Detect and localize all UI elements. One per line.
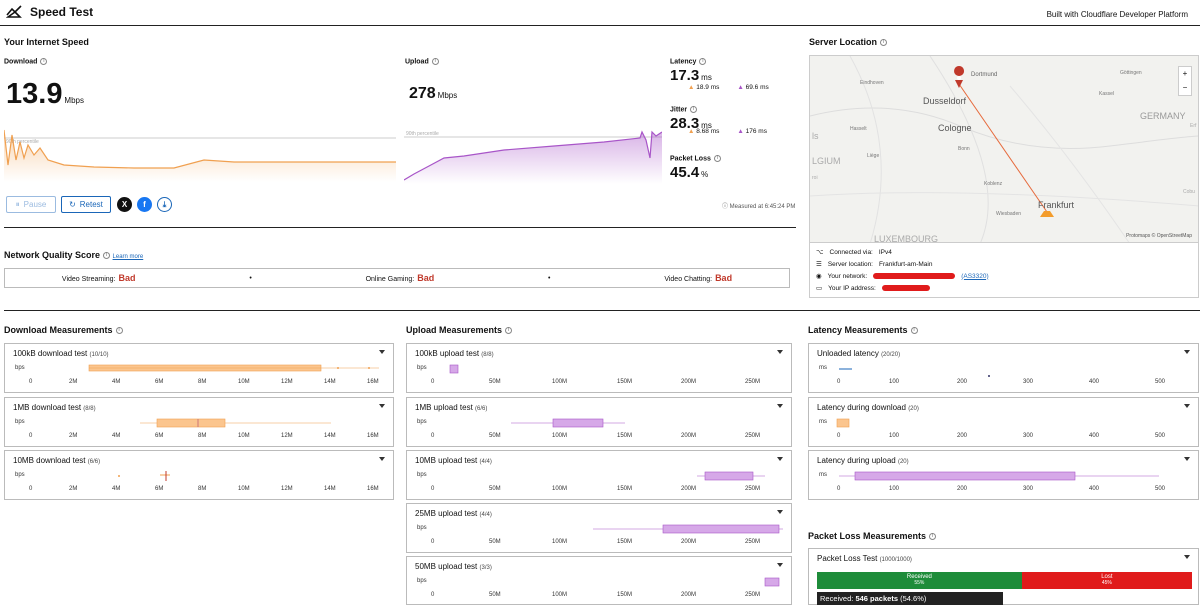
download-test-card[interactable]: 10MB download test (6/6) bps 0 2M 4M 6M 8M 10… (4, 450, 394, 500)
latency-test-card[interactable]: Latency during download (20) ms 0 100 200 3… (808, 397, 1199, 447)
asn-link[interactable]: (AS3320) (961, 272, 989, 280)
network-icon: ⌥ (816, 249, 824, 256)
latency-test-card[interactable]: Unloaded latency (20/20) ms 0 100 200 300 40… (808, 343, 1199, 393)
server-location-row: ☰ Server location: Frankfurt-am-Main (816, 260, 933, 269)
speedtest-logo-icon (6, 5, 22, 18)
upload-test-card[interactable]: 100kB upload test (8/8) bps 0 50M 100M 150M… (406, 343, 792, 393)
info-icon[interactable]: i (929, 533, 937, 541)
network-row: ◉ Your network: (AS3320) (816, 272, 989, 281)
pin-icon: ◉ (816, 273, 822, 280)
upload-line (404, 130, 662, 181)
app-header: Speed Test Built with Cloudflare Develop… (0, 0, 1200, 26)
upload-speed-graph: 90th percentile (404, 130, 662, 184)
built-with-text: Built with Cloudflare Developer Platform (1046, 10, 1188, 19)
pause-button[interactable]: ⏸ Pause (6, 196, 56, 213)
divider (4, 310, 1200, 311)
download-measurements-title: Download Measurements i (4, 325, 123, 335)
connected-via-row: ⌥ Connected via: IPv4 (816, 248, 892, 257)
learn-more-link[interactable]: Learn more (112, 254, 144, 260)
received-segment: Received 55% (817, 572, 1022, 589)
jitter-block: Jitter i 28.3 ms ▲ 8.68 ms ▲ 176 ms (670, 106, 767, 136)
separator-dot: • (249, 274, 252, 282)
packet-loss-bar: Received 55% Lost 45% (817, 572, 1192, 589)
download-test-card[interactable]: 1MB download test (8/8) bps 0 2M 4M 6M 8M 10M… (4, 397, 394, 447)
download-area (4, 130, 396, 182)
info-icon[interactable]: i (505, 327, 513, 335)
upload-measurements-title: Upload Measurements i (406, 325, 513, 335)
latency-test-card[interactable]: Latency during upload (20) ms 0 100 200 300… (808, 450, 1199, 500)
redacted-network (873, 273, 956, 279)
route-line (958, 83, 1048, 213)
upload-arrow-icon: ▲ (737, 84, 744, 92)
server-map[interactable]: Dortmund Eindhoven Dusseldorf Cologne Ha… (809, 55, 1199, 243)
svg-text:90th percentile: 90th percentile (406, 131, 439, 137)
zoom-out-button[interactable]: − (1182, 83, 1188, 92)
download-label: Download i (4, 58, 48, 65)
info-icon[interactable]: i (690, 106, 698, 113)
download-results-icon[interactable]: ⤓ (157, 197, 172, 212)
info-icon[interactable]: i (103, 252, 111, 260)
download-arrow-icon: ▲ (688, 84, 695, 92)
divider (4, 227, 796, 228)
download-speed-graph: 90th percentile (4, 129, 396, 182)
facebook-share-icon[interactable]: f (137, 197, 152, 212)
quality-video-chatting: Video Chatting: Bad (664, 273, 733, 283)
x-share-icon[interactable]: X (117, 197, 132, 212)
app-title: Speed Test (30, 5, 94, 19)
upload-value: 278 Mbps (409, 85, 458, 102)
info-icon[interactable]: i (880, 39, 888, 47)
chevron-down-icon (379, 350, 385, 354)
server-location-title: Server Location i (809, 37, 888, 47)
packet-loss-title: Packet Loss Measurements i (808, 531, 937, 541)
latency-measurements-title: Latency Measurements i (808, 325, 918, 335)
monitor-icon: ▭ (816, 285, 823, 292)
info-icon[interactable]: i (699, 58, 707, 65)
packet-tooltip: Received: 546 packets (54.6%) (817, 592, 1003, 605)
info-icon[interactable]: i (713, 155, 721, 162)
info-icon[interactable]: i (910, 327, 918, 335)
map-attribution: Protomaps © OpenStreetMap (1126, 233, 1192, 239)
info-icon[interactable]: i (40, 58, 48, 65)
percentile-label: 90th percentile (6, 139, 39, 145)
quality-online-gaming: Online Gaming: Bad (365, 273, 435, 283)
download-test-card[interactable]: 100kB download test (10/10) bps 0 2M 4M 6M 8… (4, 343, 394, 393)
upload-test-card[interactable]: 25MB upload test (4/4) bps 0 50M 100M 150M 2… (406, 503, 792, 553)
quality-score-bar: Video Streaming: Bad • Online Gaming: Bad … (4, 268, 790, 288)
redacted-ip (881, 285, 930, 291)
latency-block: Latency i 17.3 ms ▲ 18.9 ms ▲ 69.6 ms (670, 58, 769, 92)
zoom-in-button[interactable]: + (1182, 69, 1188, 78)
location-pin-icon (954, 66, 965, 88)
pause-icon: ⏸ (15, 199, 20, 209)
download-line (4, 129, 396, 169)
upload-test-card[interactable]: 1MB upload test (6/6) bps 0 50M 100M 150M 20… (406, 397, 792, 447)
ip-row: ▭ Your IP address: (816, 284, 930, 292)
x-axis-ticks: 0 2M 4M 6M 8M 10M 12M 14M 16M (29, 379, 379, 385)
server-icon: ☰ (816, 261, 822, 268)
refresh-icon: ↻ (69, 200, 76, 209)
lost-segment: Lost 45% (1021, 572, 1192, 589)
download-value: 13.9 Mbps (6, 78, 84, 110)
quality-title: Network Quality Score i Learn more (4, 250, 144, 260)
info-icon[interactable]: i (431, 58, 439, 65)
quality-video-streaming: Video Streaming: Bad (61, 273, 136, 283)
upload-test-card[interactable]: 50MB upload test (3/3) bps 0 50M 100M 150M 2… (406, 556, 792, 605)
packet-loss-block: Packet Loss i 45.4 % (670, 155, 721, 181)
info-icon[interactable]: i (115, 327, 123, 335)
upload-label: Upload i (405, 58, 439, 65)
upload-test-card[interactable]: 10MB upload test (4/4) bps 0 50M 100M 150M 2… (406, 450, 792, 500)
map-zoom-control: + − (1178, 66, 1192, 96)
measured-time: ⓘ Measured at 6:45:24 PM (722, 204, 796, 210)
speed-section-title: Your Internet Speed (4, 37, 89, 47)
server-info-panel: ⌥ Connected via: IPv4 ☰ Server location: Fra… (809, 243, 1199, 298)
packet-loss-card[interactable]: Packet Loss Test (1000/1000) Received 55%… (808, 548, 1199, 605)
cloudflare-logo-icon (1040, 211, 1054, 217)
retest-button[interactable]: ↻ Retest (61, 196, 111, 213)
